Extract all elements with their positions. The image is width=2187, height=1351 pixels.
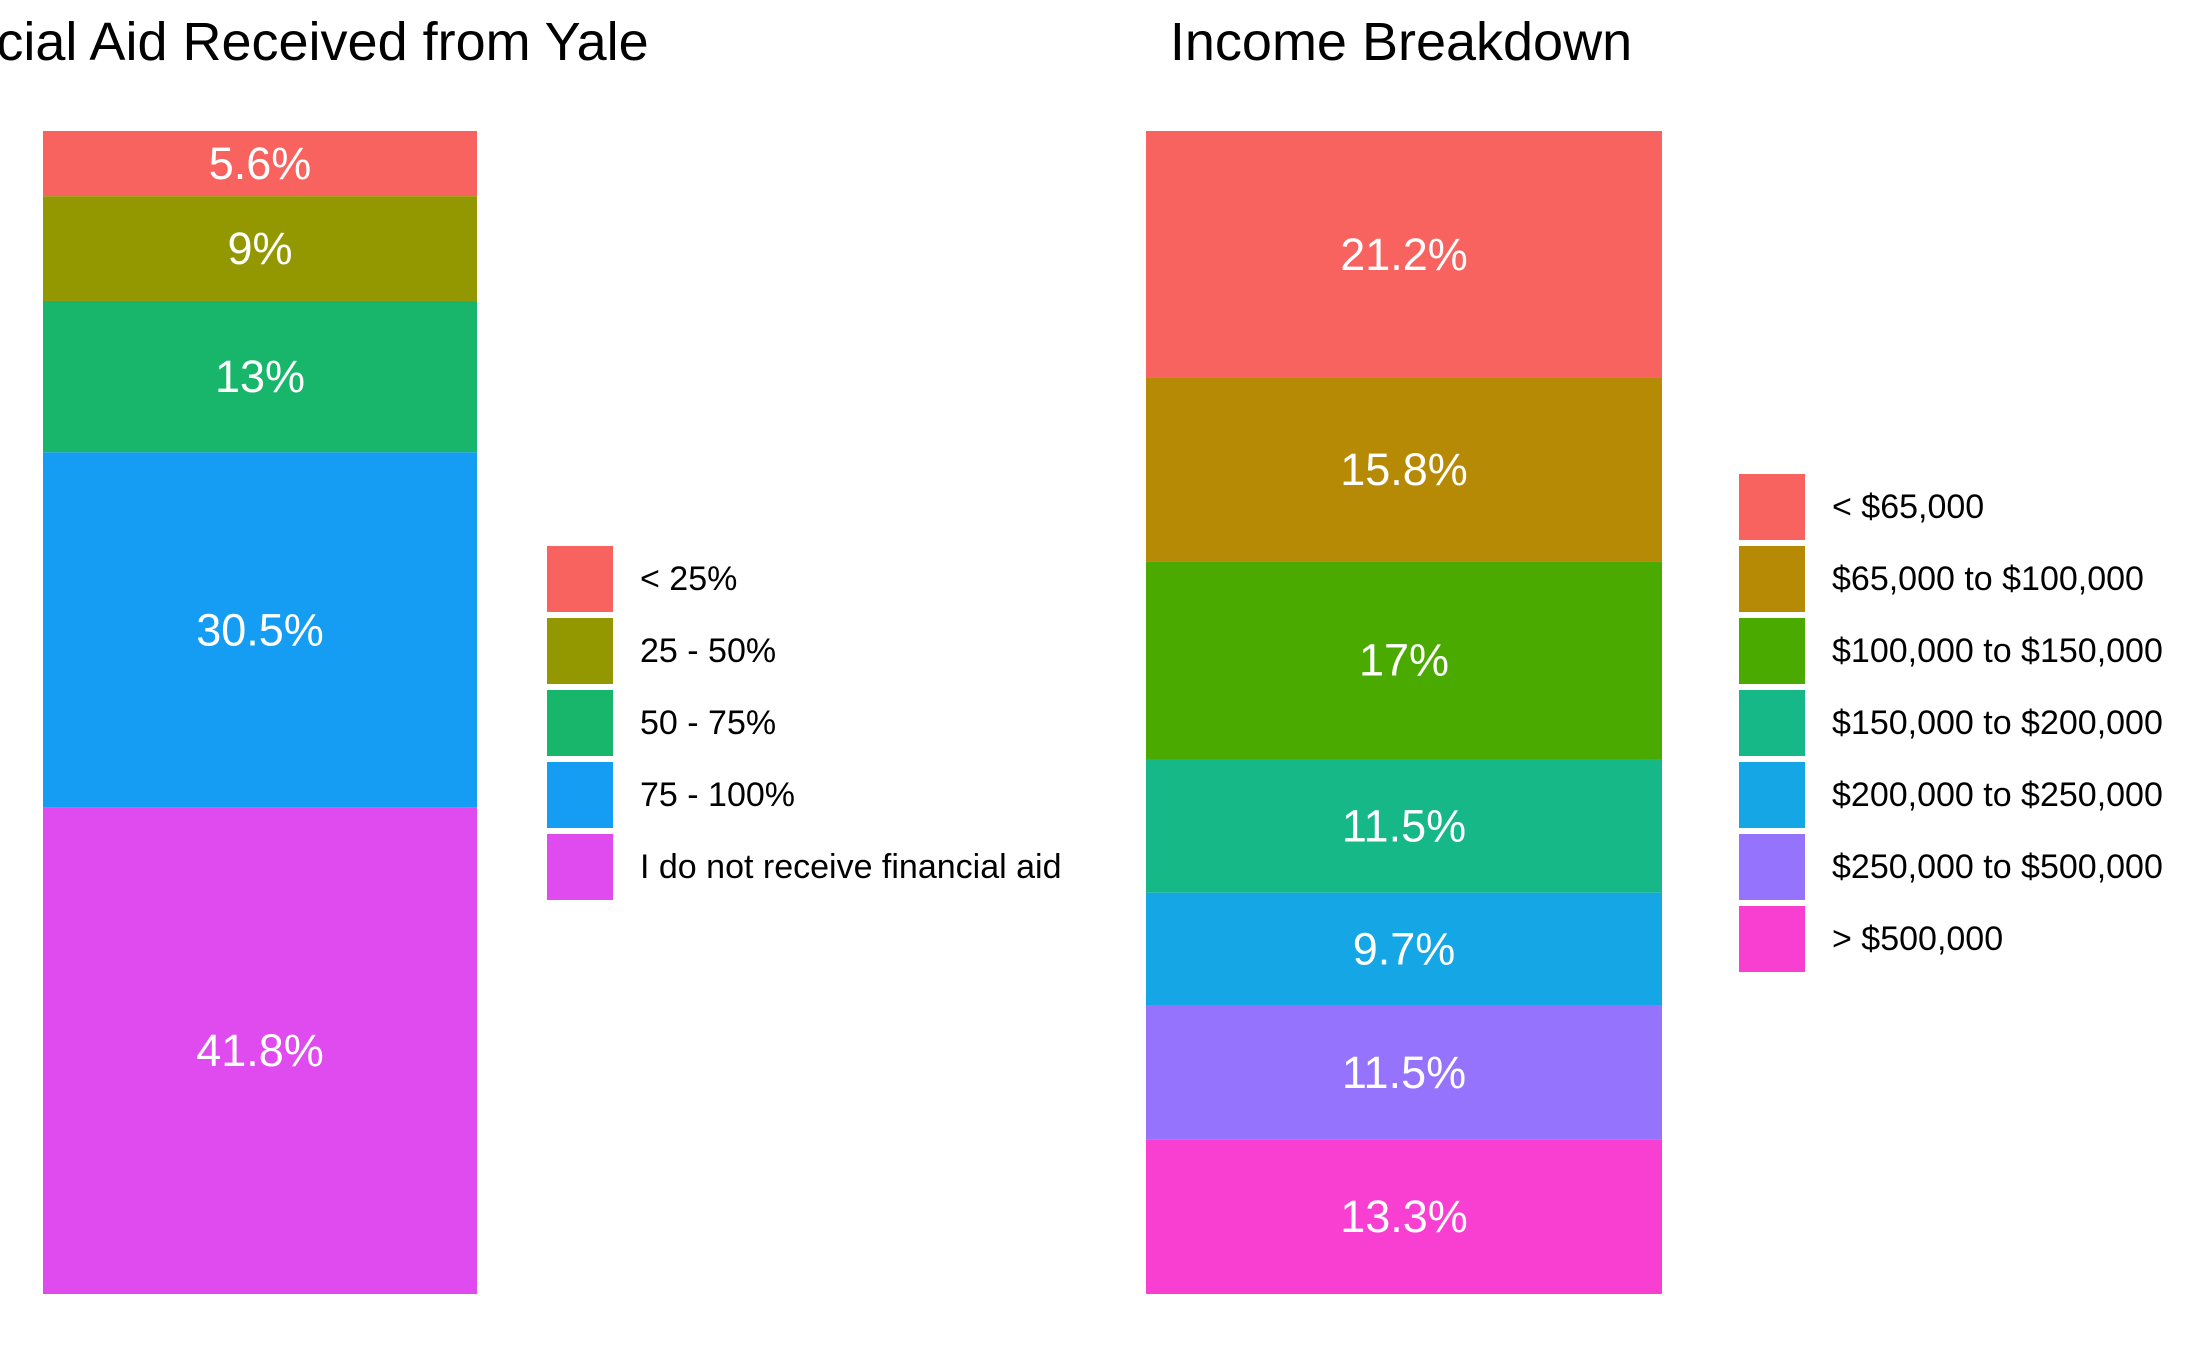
- income-bar-label-2: 17%: [1359, 635, 1449, 686]
- financial-aid-legend-swatch-2: [547, 690, 613, 756]
- financial-aid-chart: Financial Aid Received from Yale 5.6% 9% 1…: [0, 12, 1061, 1294]
- income-chart-title: Income Breakdown: [1170, 12, 1632, 72]
- income-legend-swatch-1: [1739, 546, 1805, 612]
- income-legend-label-3: $150,000 to $200,000: [1832, 704, 2163, 742]
- income-legend-label-5: $250,000 to $500,000: [1832, 848, 2163, 886]
- income-bar-label-5: 11.5%: [1342, 1047, 1466, 1098]
- income-bar-label-6: 13.3%: [1340, 1191, 1468, 1242]
- financial-aid-legend-label-3: 75 - 100%: [640, 776, 795, 814]
- financial-aid-legend-swatch-3: [547, 762, 613, 828]
- financial-aid-bar-label-0: 5.6%: [209, 138, 312, 189]
- financial-aid-legend-swatch-4: [547, 834, 613, 900]
- income-bars: 21.2% 15.8% 17% 11.5% 9.7% 11.5% 13.3%: [1146, 131, 1662, 1294]
- financial-aid-legend-label-2: 50 - 75%: [640, 704, 776, 742]
- financial-aid-bar-segment-0: [43, 131, 477, 197]
- financial-aid-bar-label-4: 41.8%: [196, 1025, 324, 1076]
- financial-aid-legend: < 25% 25 - 50% 50 - 75% 75 - 100% I do not r…: [547, 546, 1061, 900]
- income-legend-label-0: < $65,000: [1832, 488, 1984, 526]
- financial-aid-bar-label-3: 30.5%: [196, 604, 324, 655]
- financial-aid-bar-label-1: 9%: [227, 223, 292, 274]
- financial-aid-legend-swatch-0: [547, 546, 613, 612]
- financial-aid-bar-segment-4: [43, 807, 477, 1294]
- income-legend-swatch-3: [1739, 690, 1805, 756]
- financial-aid-bar-label-2: 13%: [215, 351, 305, 402]
- financial-aid-bar-segment-1: [43, 196, 477, 301]
- financial-aid-chart-title: Financial Aid Received from Yale: [0, 12, 649, 72]
- income-legend-swatch-6: [1739, 906, 1805, 972]
- income-bar-segment-6: [1146, 1139, 1662, 1294]
- income-legend-swatch-0: [1739, 474, 1805, 540]
- income-legend-swatch-4: [1739, 762, 1805, 828]
- financial-aid-bars: 5.6% 9% 13% 30.5% 41.8%: [43, 131, 477, 1294]
- income-legend: < $65,000 $65,000 to $100,000 $100,000 to …: [1739, 474, 2163, 972]
- financial-aid-legend-label-4: I do not receive financial aid: [640, 848, 1061, 886]
- income-legend-label-1: $65,000 to $100,000: [1832, 560, 2144, 598]
- income-legend-swatch-2: [1739, 618, 1805, 684]
- financial-aid-legend-label-1: 25 - 50%: [640, 632, 776, 670]
- income-bar-segment-4: [1146, 892, 1662, 1006]
- income-bar-segment-2: [1146, 561, 1662, 760]
- income-legend-label-2: $100,000 to $150,000: [1832, 632, 2163, 670]
- income-bar-label-1: 15.8%: [1340, 444, 1468, 495]
- income-bar-segment-0: [1146, 131, 1662, 378]
- income-bar-label-0: 21.2%: [1340, 229, 1468, 280]
- financial-aid-legend-swatch-1: [547, 618, 613, 684]
- income-bar-label-3: 11.5%: [1342, 800, 1466, 851]
- income-legend-label-4: $200,000 to $250,000: [1832, 776, 2163, 814]
- income-bar-label-4: 9.7%: [1353, 924, 1456, 975]
- income-bar-segment-3: [1146, 759, 1662, 893]
- financial-aid-bar-segment-2: [43, 300, 477, 453]
- income-bar-segment-1: [1146, 377, 1662, 562]
- income-chart: Income Breakdown 21.2% 15.8% 17% 11.5% 9.7% 1…: [1146, 12, 2163, 1294]
- income-bar-segment-5: [1146, 1005, 1662, 1140]
- income-legend-label-6: > $500,000: [1832, 920, 2003, 958]
- income-legend-swatch-5: [1739, 834, 1805, 900]
- financial-aid-legend-label-0: < 25%: [640, 560, 737, 598]
- financial-aid-bar-segment-3: [43, 452, 477, 808]
